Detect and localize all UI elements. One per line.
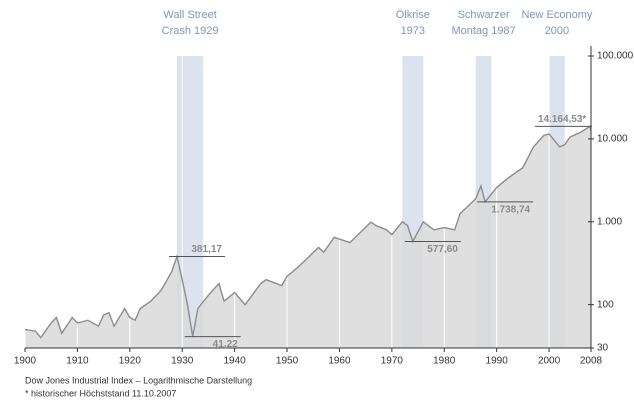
annotation-label: 41,22	[213, 339, 238, 350]
area	[25, 126, 591, 349]
footnote: * historischer Höchststand 11.10.2007	[25, 388, 176, 398]
event-label: Wall Street	[163, 9, 216, 21]
event-label: Crash 1929	[162, 25, 219, 37]
x-tick-label: 1960	[328, 356, 351, 367]
y-tick-label: 10.000	[597, 134, 628, 145]
y-tick-label: 1.000	[597, 216, 622, 227]
annotation-label: 14.164,53*	[538, 114, 586, 125]
x-tick-label: 1970	[381, 356, 404, 367]
x-tick-label: 1940	[224, 356, 247, 367]
event-label: 2000	[545, 25, 569, 37]
x-tick-label: 1930	[171, 356, 194, 367]
event-label: Schwarzer	[458, 9, 510, 21]
x-tick-label: 2008	[580, 356, 603, 367]
event-label: Ölkrise	[396, 9, 430, 21]
y-tick-label: 30	[597, 343, 609, 354]
footnote: Dow Jones Industrial Index – Logarithmis…	[25, 375, 252, 385]
event-label: Montag 1987	[451, 25, 515, 37]
x-tick-label: 1950	[276, 356, 299, 367]
annotation-label: 1.738,74	[491, 205, 530, 216]
x-tick-label: 1900	[14, 356, 37, 367]
annotation-label: 577,60	[427, 244, 458, 255]
x-tick-label: 2000	[538, 356, 561, 367]
y-tick-label: 100.000	[597, 51, 634, 62]
event-label: New Economy	[521, 9, 592, 21]
x-tick-label: 1920	[119, 356, 142, 367]
x-tick-label: 1990	[486, 356, 509, 367]
x-tick-label: 1980	[433, 356, 456, 367]
line	[24, 125, 592, 339]
y-tick-label: 100	[597, 299, 614, 310]
event-label: 1973	[401, 25, 425, 37]
annotation-label: 381,17	[191, 244, 222, 255]
x-tick-label: 1910	[66, 356, 89, 367]
